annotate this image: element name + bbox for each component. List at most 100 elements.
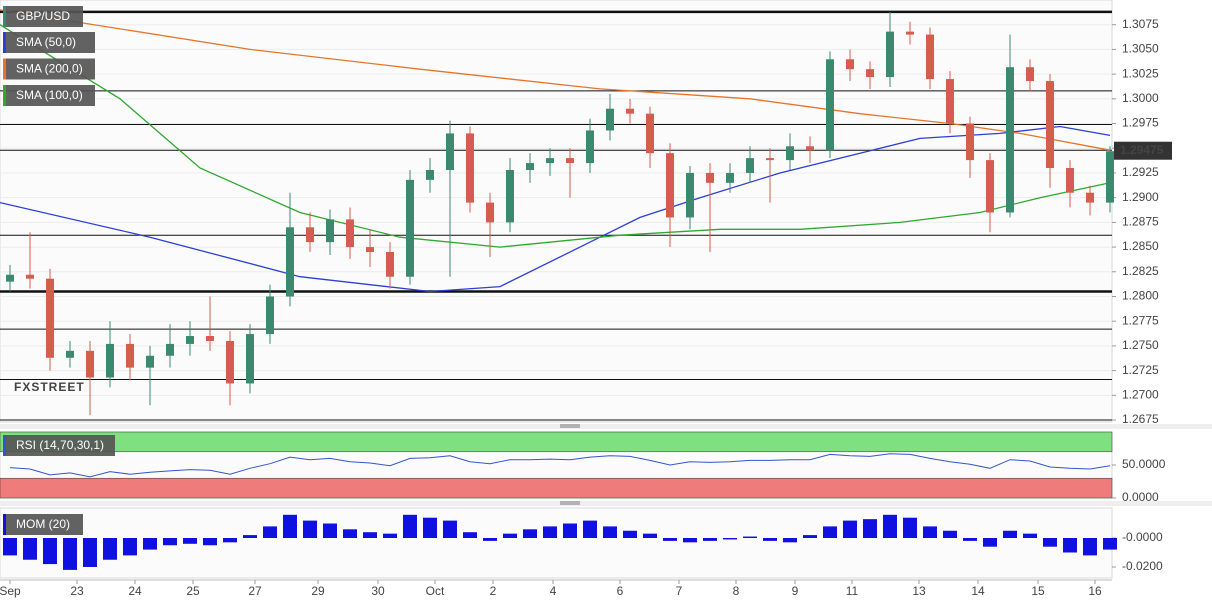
- candle-body: [826, 59, 834, 151]
- x-tick-label: 6: [617, 584, 624, 598]
- candle-body: [1026, 67, 1034, 82]
- x-tick-label: 11: [846, 584, 859, 598]
- mom-bar: [983, 538, 997, 547]
- mom-bar: [203, 538, 217, 546]
- mom-bar: [323, 523, 337, 538]
- x-tick-label: 27: [248, 584, 262, 598]
- legend-box: [3, 6, 83, 27]
- x-tick-label: Sep: [0, 584, 21, 598]
- mom-bar: [663, 538, 677, 541]
- y-tick-label: 1.2750: [1122, 338, 1159, 352]
- candle-body: [486, 202, 494, 223]
- y-tick-label: 1.3000: [1122, 91, 1159, 105]
- candle-body: [226, 340, 234, 384]
- y-tick-label: 1.2700: [1122, 387, 1159, 401]
- mom-bar: [623, 530, 637, 538]
- candle-body: [926, 34, 934, 80]
- mom-bar: [603, 526, 617, 538]
- mom-bar: [383, 533, 397, 538]
- mom-bar: [183, 538, 197, 544]
- rsi-line: [9, 453, 1111, 478]
- mom-bar: [83, 538, 97, 567]
- x-tick-label: 9: [792, 584, 799, 598]
- candle-body: [266, 296, 274, 335]
- panel-bg: [0, 0, 1113, 423]
- y-tick-label: 1.3050: [1122, 42, 1159, 56]
- candle-body: [426, 169, 434, 180]
- mom-bar: [23, 538, 37, 560]
- y-tick-label: 1.2725: [1122, 363, 1159, 377]
- x-tick-label: 14: [971, 584, 985, 598]
- sma-line: [0, 24, 1111, 248]
- x-tick-label: 7: [676, 584, 683, 598]
- candle-body: [1086, 192, 1094, 203]
- candle-body: [166, 343, 174, 356]
- candle-body: [386, 252, 394, 277]
- y-tick-label: 1.2850: [1122, 239, 1159, 253]
- y-tick-label: -0.0200: [1122, 559, 1163, 573]
- y-tick-label: 1.2800: [1122, 289, 1159, 303]
- candle-body: [106, 343, 114, 378]
- mom-bar: [483, 538, 497, 541]
- mom-bar: [1063, 538, 1077, 553]
- mom-bar: [263, 526, 277, 538]
- y-tick-label: 1.3075: [1122, 17, 1159, 31]
- candle-body: [1046, 81, 1054, 169]
- legend-box: [3, 58, 95, 80]
- mom-bar: [943, 530, 957, 538]
- legend-label: SMA (50,0): [16, 35, 76, 49]
- mom-bar: [923, 526, 937, 538]
- x-tick-label: 15: [1031, 584, 1045, 598]
- legend-label: SMA (200,0): [16, 62, 83, 76]
- mom-bar: [703, 538, 717, 541]
- mom-bar: [763, 538, 777, 541]
- mom-bar: [963, 538, 977, 541]
- mom-bar: [803, 535, 817, 538]
- mom-bar: [163, 538, 177, 546]
- candle-body: [66, 350, 74, 358]
- last-price-label: 1.29475: [1120, 143, 1164, 157]
- y-tick-label: -0.0000: [1122, 530, 1163, 544]
- candle-body: [306, 227, 314, 243]
- candle-body: [446, 133, 454, 170]
- x-tick-label: 30: [371, 584, 385, 598]
- candle-body: [146, 355, 154, 368]
- candle-body: [86, 350, 94, 378]
- mom-bar: [1043, 538, 1057, 547]
- legend-swatch: [3, 435, 6, 456]
- candle-body: [326, 219, 334, 243]
- y-tick-label: 50.0000: [1122, 457, 1166, 471]
- mom-bar: [843, 520, 857, 538]
- candle-body: [1066, 168, 1074, 193]
- candle-body: [946, 79, 954, 124]
- candle-body: [606, 108, 614, 131]
- legend-swatch: [3, 32, 6, 53]
- mom-bar: [403, 514, 417, 538]
- legend-label: GBP/USD: [16, 9, 70, 23]
- candle-body: [906, 31, 914, 35]
- y-tick-label: 1.2775: [1122, 313, 1159, 327]
- candle-body: [886, 31, 894, 78]
- rsi-lower-zone: [0, 477, 1113, 499]
- y-tick-label: 1.2925: [1122, 165, 1159, 179]
- mom-bar: [1083, 538, 1097, 556]
- candle-body: [346, 219, 354, 248]
- legend-label: SMA (100,0): [16, 88, 83, 102]
- legend-swatch: [3, 6, 6, 27]
- candle-body: [766, 158, 774, 161]
- x-tick-label: 23: [70, 584, 84, 598]
- candle-body: [726, 172, 734, 183]
- legend-box: [3, 85, 95, 106]
- mom-bar: [903, 517, 917, 538]
- x-tick-label: 25: [186, 584, 200, 598]
- mom-bar: [823, 526, 837, 538]
- mom-bar: [343, 529, 357, 538]
- x-tick-label: 8: [733, 584, 740, 598]
- mom-bar: [143, 538, 157, 550]
- mom-bar: [563, 523, 577, 538]
- candle-body: [966, 123, 974, 161]
- candle-body: [626, 108, 634, 114]
- mom-bar: [463, 532, 477, 538]
- candle-body: [1006, 67, 1014, 213]
